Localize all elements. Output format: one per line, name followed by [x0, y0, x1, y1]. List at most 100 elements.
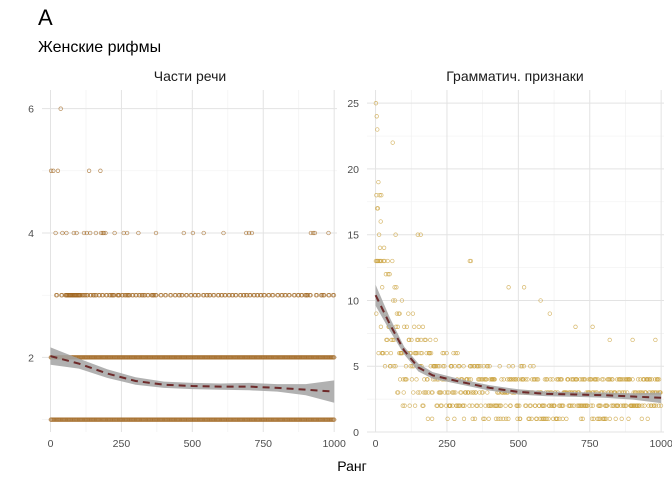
data-point — [487, 364, 492, 369]
data-point — [595, 377, 601, 382]
y-tick-label: 5 — [353, 361, 359, 373]
data-point — [494, 403, 500, 408]
data-point — [445, 416, 450, 421]
data-point — [624, 403, 629, 408]
data-point — [649, 403, 654, 408]
data-point — [537, 416, 543, 421]
data-point — [379, 193, 384, 198]
data-point — [578, 416, 584, 421]
data-point — [385, 337, 390, 343]
data-point — [655, 377, 660, 382]
data-point — [564, 416, 569, 421]
data-point — [385, 258, 390, 264]
data-point — [373, 101, 379, 106]
data-point — [292, 293, 297, 298]
gridlines — [42, 90, 337, 432]
data-point — [561, 403, 566, 408]
data-point — [457, 403, 463, 408]
x-tick-label: 250 — [113, 438, 131, 450]
data-point — [533, 377, 538, 382]
data-point — [613, 416, 618, 421]
data-point — [572, 403, 577, 408]
data-point — [529, 416, 534, 421]
data-point — [588, 403, 594, 408]
data-point — [400, 403, 405, 408]
data-point — [332, 355, 337, 360]
data-point — [559, 377, 564, 382]
data-point — [387, 272, 392, 277]
data-point — [486, 416, 491, 421]
data-point — [417, 390, 422, 395]
data-point — [528, 364, 533, 369]
data-point — [480, 390, 485, 395]
data-point — [485, 390, 490, 395]
data-point — [190, 230, 196, 236]
data-point — [590, 403, 596, 408]
data-point — [601, 377, 606, 382]
data-point — [93, 230, 99, 236]
data-point — [608, 377, 613, 382]
data-point — [173, 293, 178, 298]
data-point — [599, 377, 605, 382]
y-tick-label: 10 — [347, 295, 359, 307]
x-tick-label: 750 — [581, 438, 599, 450]
data-point — [635, 377, 641, 382]
data-point — [453, 350, 458, 356]
data-point — [391, 298, 396, 303]
data-point — [478, 364, 483, 369]
data-point — [639, 416, 644, 421]
data-point — [223, 293, 228, 298]
data-point — [433, 337, 438, 343]
data-point — [418, 350, 423, 356]
y-tick-label: 20 — [347, 164, 359, 176]
data-point — [577, 377, 583, 382]
data-point — [451, 350, 456, 356]
data-point — [305, 293, 310, 298]
data-point — [382, 364, 388, 369]
data-point — [452, 416, 457, 421]
data-point — [154, 293, 159, 298]
data-point — [267, 293, 272, 298]
data-point — [547, 311, 552, 316]
y-tick-label: 25 — [347, 98, 359, 110]
data-point — [390, 258, 395, 264]
data-point — [442, 364, 447, 369]
data-point — [590, 324, 595, 329]
data-point — [376, 350, 381, 356]
data-point — [481, 416, 486, 421]
data-point — [88, 293, 94, 298]
data-point — [471, 390, 476, 395]
data-point — [423, 390, 429, 395]
y-tick-label: 15 — [347, 230, 359, 242]
data-point — [390, 140, 395, 145]
data-point — [604, 403, 610, 408]
data-point — [651, 403, 657, 408]
data-point — [151, 293, 157, 298]
data-point — [407, 403, 412, 408]
data-point — [412, 324, 417, 329]
data-point — [311, 230, 316, 236]
data-point — [515, 416, 520, 421]
data-point — [427, 350, 432, 356]
data-point — [308, 293, 313, 298]
data-point — [388, 364, 393, 369]
data-point — [527, 416, 532, 421]
data-point — [498, 416, 503, 421]
smooth-trend-line — [50, 355, 335, 393]
data-point — [375, 206, 381, 211]
data-point — [177, 293, 182, 298]
data-point — [74, 230, 79, 236]
panel-parts-of-speech: Части речи 0 250 500 750 1000 2 4 6 — [28, 68, 346, 450]
data-point — [410, 311, 416, 316]
data-point — [393, 232, 398, 237]
data-point — [439, 403, 444, 408]
data-point — [487, 403, 492, 408]
data-point — [407, 337, 412, 343]
data-point — [455, 350, 460, 356]
data-point — [621, 403, 627, 408]
data-point — [399, 298, 405, 303]
x-tick-label: 750 — [254, 438, 272, 450]
data-point — [440, 350, 445, 356]
data-point — [91, 293, 97, 298]
x-tick-label: 1000 — [322, 438, 346, 450]
